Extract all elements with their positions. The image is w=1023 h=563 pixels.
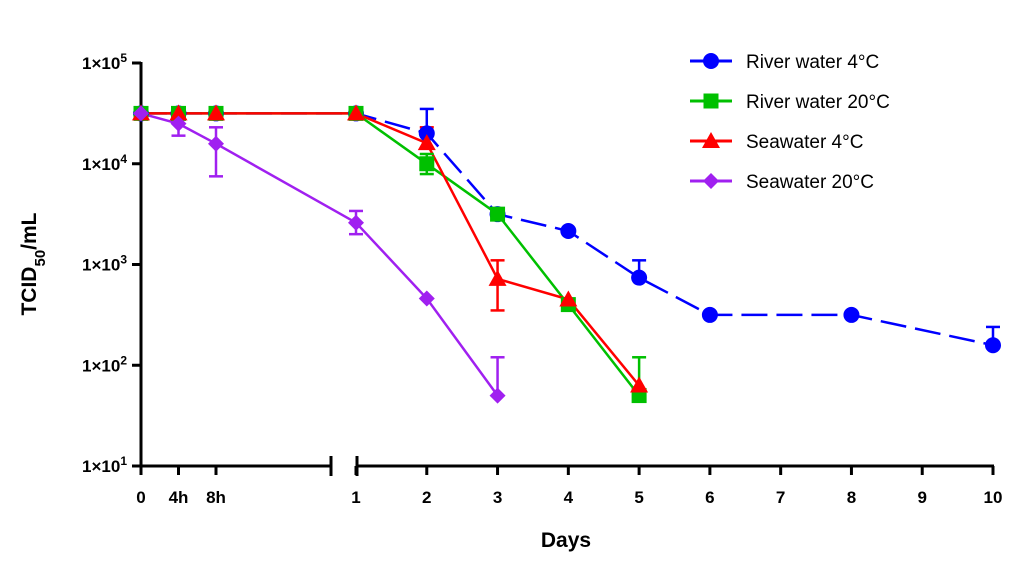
x-axis-title: Days xyxy=(541,529,591,552)
data-point-square xyxy=(703,93,719,109)
data-point-circle xyxy=(631,269,648,286)
data-point-triangle xyxy=(559,290,578,307)
x-tick-label: 5 xyxy=(634,488,643,507)
x-tick-label: 10 xyxy=(984,488,1003,507)
x-tick-label: 9 xyxy=(917,488,926,507)
y-tick-label: 1×105 xyxy=(82,51,127,73)
y-tick-label: 1×103 xyxy=(82,253,127,275)
x-tick-label: 2 xyxy=(422,488,431,507)
data-point-triangle xyxy=(169,104,188,121)
series-line xyxy=(140,112,499,397)
y-axis-title-rest: /mL xyxy=(18,212,41,250)
legend-label: River water 4°C xyxy=(746,52,879,73)
x-tick-label: 0 xyxy=(136,488,145,507)
data-point-triangle xyxy=(630,376,649,393)
series-lines xyxy=(140,112,994,397)
data-point-diamond xyxy=(208,135,224,152)
legend: River water 4°C River water 20°C Seawater … xyxy=(690,52,890,193)
data-point-diamond xyxy=(348,214,364,231)
data-point-circle xyxy=(701,306,718,323)
data-point-circle xyxy=(560,223,577,240)
legend-item: Seawater 20°C xyxy=(690,172,874,193)
x-tick-label: 4 xyxy=(564,488,574,507)
data-point-circle xyxy=(843,306,860,323)
data-point-triangle xyxy=(488,269,507,286)
legend-label: Seawater 4°C xyxy=(746,132,863,153)
data-point-diamond xyxy=(133,105,149,122)
axis-titles: Days TCID50/mL xyxy=(18,212,591,552)
y-axis-title-main: TCID xyxy=(18,267,41,316)
data-point-circle xyxy=(985,337,1001,354)
x-tick-label: 6 xyxy=(705,488,714,507)
data-point-square xyxy=(490,206,506,222)
data-point-circle xyxy=(703,53,719,69)
legend-item: Seawater 4°C xyxy=(690,132,863,153)
series-markers xyxy=(132,104,1001,404)
data-point-square xyxy=(419,156,435,172)
legend-item: River water 4°C xyxy=(690,52,879,73)
legend-label: Seawater 20°C xyxy=(746,172,874,193)
y-axis-title: TCID50/mL xyxy=(18,212,49,315)
axes: 1×101 1×102 1×103 1×104 1×105 0 4h 8h 1 2 3 4 5 6 7 8 9 1… xyxy=(82,51,1002,507)
x-tick-label: 1 xyxy=(351,488,360,507)
x-tick-label: 8h xyxy=(206,488,226,507)
series-error-bars xyxy=(171,107,1000,396)
y-tick-label: 1×102 xyxy=(82,353,127,375)
y-tick-label: 1×101 xyxy=(82,454,127,476)
data-point-triangle xyxy=(702,132,720,148)
data-point-diamond xyxy=(703,173,719,189)
y-tick-label: 1×104 xyxy=(82,152,127,174)
data-point-triangle xyxy=(347,104,365,121)
data-point-diamond xyxy=(489,387,506,404)
data-point-triangle xyxy=(417,134,436,151)
data-point-diamond xyxy=(418,290,435,307)
x-tick-label: 7 xyxy=(776,488,785,507)
x-tick-label: 4h xyxy=(169,488,189,507)
data-point-diamond xyxy=(170,115,187,132)
y-axis-title-subscript: 50 xyxy=(32,250,49,267)
x-tick-label: 8 xyxy=(847,488,856,507)
x-tick-label: 3 xyxy=(493,488,502,507)
data-point-circle xyxy=(418,125,435,142)
data-point-triangle xyxy=(207,104,225,121)
legend-label: River water 20°C xyxy=(746,92,890,113)
legend-item: River water 20°C xyxy=(690,92,890,113)
